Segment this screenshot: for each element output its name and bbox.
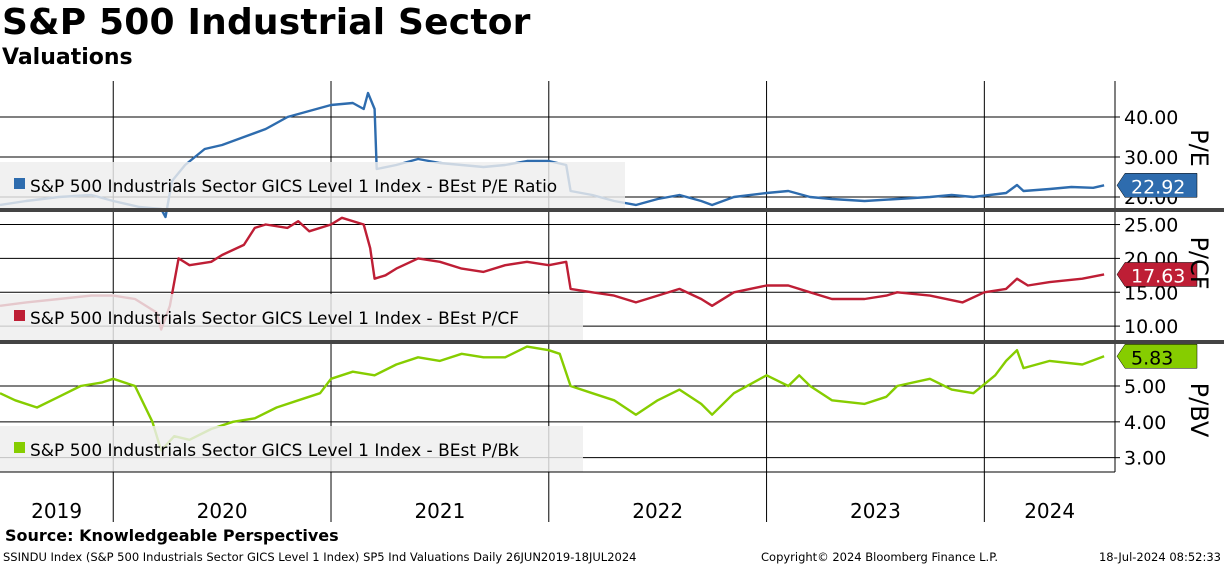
y-tick-label: 4.00 — [1124, 412, 1166, 434]
index-description: SSINDU Index (S&P 500 Industrials Sector… — [3, 550, 637, 564]
legend-swatch — [14, 442, 25, 453]
legend-label: S&P 500 Industrials Sector GICS Level 1 … — [30, 441, 519, 461]
year-label: 2024 — [1024, 499, 1075, 523]
pcf-axis-label: P/CF — [1185, 236, 1213, 289]
pbv-last-value-badge — [1116, 344, 1198, 369]
y-tick-label: 5.00 — [1124, 376, 1166, 398]
legend-swatch — [14, 178, 25, 189]
y-tick-label: 25.00 — [1124, 215, 1178, 237]
last-value-text: 5.83 — [1131, 347, 1173, 369]
legend-swatch — [14, 310, 25, 321]
year-label: 2020 — [197, 499, 248, 523]
chart-subtitle: Valuations — [2, 45, 133, 70]
y-tick-label: 10.00 — [1124, 316, 1178, 338]
year-label: 2023 — [850, 499, 901, 523]
y-tick-label: 15.00 — [1124, 282, 1178, 304]
source-label: Source: Knowledgeable Perspectives — [5, 526, 339, 545]
legend-label: S&P 500 Industrials Sector GICS Level 1 … — [30, 309, 519, 329]
last-value-text: 17.63 — [1131, 265, 1185, 287]
pe-axis-label: P/E — [1185, 129, 1213, 167]
last-value-text: 22.92 — [1131, 176, 1185, 198]
legend-box — [0, 162, 625, 208]
chart-title: S&P 500 Industrial Sector — [2, 2, 531, 43]
copyright-notice: Copyright© 2024 Bloomberg Finance L.P. — [761, 550, 998, 564]
y-tick-label: 40.00 — [1124, 107, 1178, 129]
legend-box — [0, 426, 583, 472]
legend-box — [0, 294, 583, 340]
legend-label: S&P 500 Industrials Sector GICS Level 1 … — [30, 177, 557, 197]
pe-last-value-badge — [1116, 173, 1198, 198]
pcf-series-line — [0, 216, 1105, 331]
y-tick-label: 3.00 — [1124, 448, 1166, 470]
pcf-last-value-badge — [1116, 262, 1198, 287]
timestamp: 18-Jul-2024 08:52:33 — [1098, 550, 1221, 564]
panel-divider — [0, 208, 1224, 212]
year-label: 2021 — [414, 499, 465, 523]
year-label: 2019 — [31, 499, 82, 523]
pbv-axis-label: P/BV — [1185, 383, 1213, 438]
y-tick-label: 30.00 — [1124, 147, 1178, 169]
panel-divider — [0, 340, 1224, 344]
year-label: 2022 — [632, 499, 683, 523]
